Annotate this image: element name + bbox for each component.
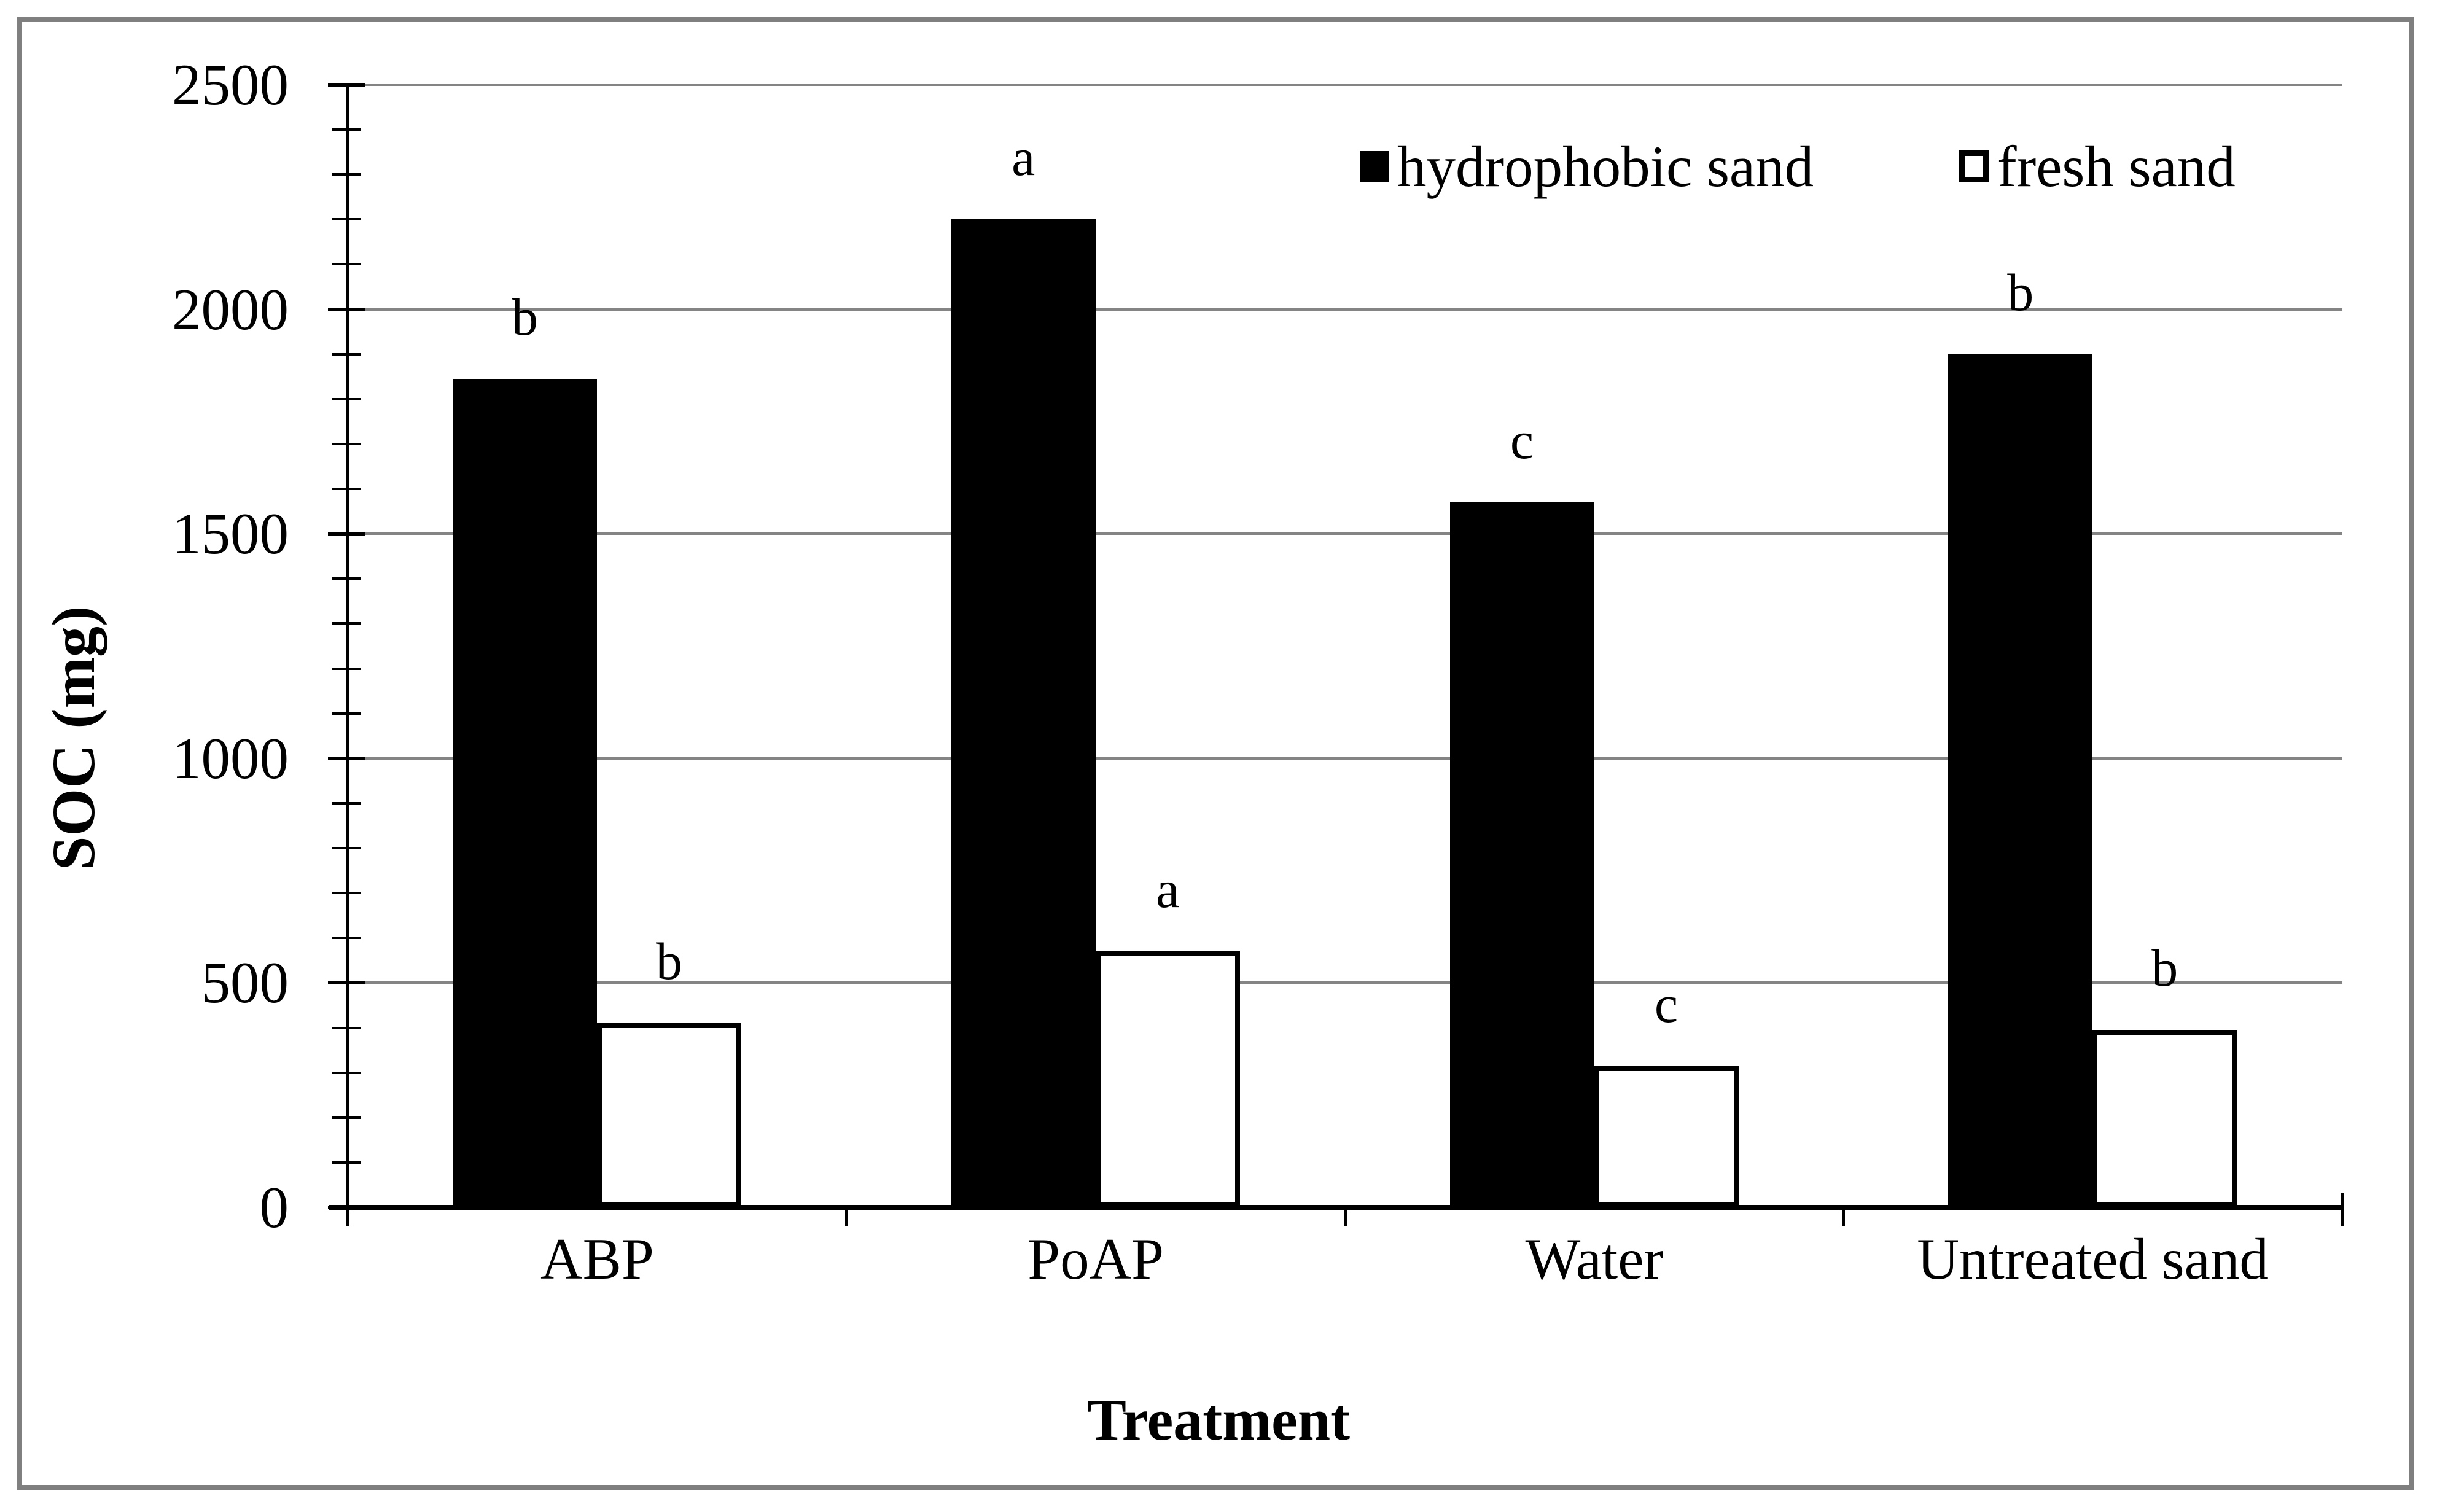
x-boundary-tick-4	[2341, 1193, 2344, 1226]
bar-hydrophobic-untreated-sand	[1948, 354, 2093, 1207]
y-minor-tick-1300	[332, 622, 361, 625]
y-major-tick-0	[328, 1206, 365, 1209]
y-minor-tick-1900	[332, 353, 361, 356]
bar-fresh-abp	[597, 1023, 741, 1207]
gridline-2500	[348, 84, 2342, 86]
y-tick-label-1500: 1500	[172, 501, 289, 567]
x-boundary-tick-3	[1842, 1210, 1846, 1226]
figure-border	[17, 17, 2414, 1490]
bar-hydrophobic-abp	[453, 379, 597, 1207]
y-tick-label-500: 500	[201, 950, 289, 1016]
y-minor-tick-400	[332, 1026, 361, 1029]
x-axis-line	[329, 1205, 2342, 1210]
gridline-500	[348, 981, 2342, 984]
y-minor-tick-300	[332, 1071, 361, 1074]
gridline-1500	[348, 532, 2342, 536]
x-category-label-water: Water	[1525, 1226, 1664, 1292]
bar-hydrophobic-water	[1449, 502, 1594, 1207]
y-minor-tick-100	[332, 1161, 361, 1164]
y-minor-tick-2300	[332, 173, 361, 176]
y-tick-label-2000: 2000	[172, 276, 289, 342]
y-minor-tick-900	[332, 801, 361, 805]
sig-letter-b: b	[656, 932, 682, 991]
legend-label: hydrophobic sand	[1397, 133, 1814, 199]
legend-label: fresh sand	[1997, 133, 2236, 199]
y-minor-tick-2400	[332, 128, 361, 131]
bar-hydrophobic-poap	[951, 219, 1096, 1207]
y-major-tick-2000	[328, 307, 365, 311]
bar-fresh-untreated-sand	[2092, 1030, 2237, 1207]
y-minor-tick-200	[332, 1116, 361, 1119]
y-minor-tick-600	[332, 937, 361, 940]
sig-letter-c: c	[1510, 411, 1534, 470]
x-boundary-tick-2	[1343, 1210, 1347, 1226]
y-minor-tick-1800	[332, 397, 361, 400]
sig-letter-a: a	[1012, 128, 1035, 187]
gridline-2000	[348, 308, 2342, 311]
y-minor-tick-700	[332, 892, 361, 895]
x-category-label-untreated-sand: Untreated sand	[1917, 1226, 2269, 1292]
x-boundary-tick-1	[844, 1210, 848, 1226]
y-minor-tick-1600	[332, 488, 361, 491]
sig-letter-b: b	[2007, 263, 2034, 322]
sig-letter-a: a	[1156, 860, 1180, 919]
legend-swatch-open-icon	[1959, 150, 1989, 182]
y-minor-tick-1200	[332, 667, 361, 670]
y-tick-label-2500: 2500	[172, 52, 289, 117]
y-minor-tick-1400	[332, 577, 361, 580]
y-minor-tick-2100	[332, 263, 361, 266]
bar-fresh-water	[1594, 1066, 1739, 1207]
x-axis-title: Treatment	[1086, 1387, 1351, 1452]
y-minor-tick-800	[332, 847, 361, 850]
y-axis-line	[346, 85, 349, 1223]
y-tick-label-0: 0	[259, 1175, 289, 1240]
y-major-tick-2500	[328, 83, 365, 87]
sig-letter-b: b	[512, 287, 538, 346]
y-major-tick-500	[328, 981, 365, 985]
y-major-tick-1000	[328, 756, 365, 760]
x-category-label-abp: ABP	[540, 1226, 654, 1292]
y-minor-tick-1100	[332, 712, 361, 715]
legend-swatch-filled-icon	[1360, 151, 1389, 182]
x-boundary-tick-0	[346, 1210, 349, 1226]
y-major-tick-1500	[328, 532, 365, 536]
y-minor-tick-1700	[332, 442, 361, 445]
y-tick-label-1000: 1000	[172, 725, 289, 791]
gridline-1000	[348, 757, 2342, 760]
legend-item-hydrophobic-sand: hydrophobic sand	[1360, 133, 1814, 199]
x-category-label-poap: PoAP	[1027, 1226, 1164, 1292]
sig-letter-b: b	[2151, 938, 2178, 997]
sig-letter-c: c	[1654, 975, 1679, 1034]
bar-fresh-poap	[1095, 951, 1240, 1207]
legend-item-fresh-sand: fresh sand	[1959, 133, 2236, 199]
y-minor-tick-2200	[332, 218, 361, 221]
